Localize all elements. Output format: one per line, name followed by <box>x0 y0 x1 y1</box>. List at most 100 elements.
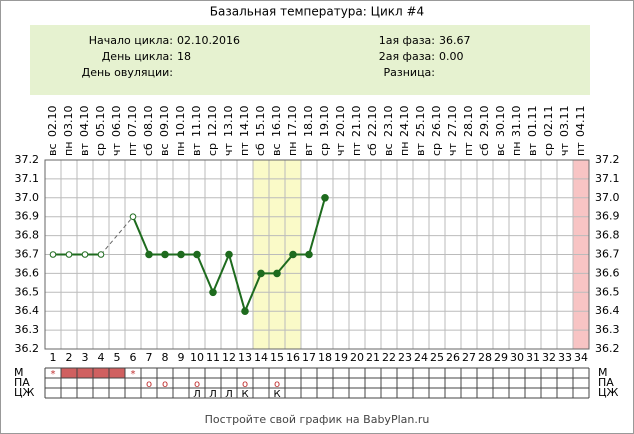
weekday: ср <box>430 143 443 156</box>
x-tick-label: 14 <box>254 351 268 364</box>
point <box>65 251 73 258</box>
date: 01.11 <box>526 106 539 138</box>
weekday: чт <box>558 143 571 156</box>
row-cell: Л <box>209 389 217 400</box>
row-cell: Л <box>225 389 233 400</box>
y-tick-label: 36.8 <box>15 229 40 242</box>
row-label: ПА <box>14 376 30 389</box>
x-tick-label: 15 <box>270 351 284 364</box>
point <box>209 288 217 297</box>
point <box>97 251 105 258</box>
date: 16.10 <box>270 106 283 138</box>
x-tick-label: 22 <box>382 351 396 364</box>
date: 11.10 <box>190 106 203 138</box>
weekday: пт <box>462 142 475 156</box>
weekday: ср <box>94 143 107 156</box>
weekday: вт <box>414 143 427 156</box>
x-tick-label: 3 <box>82 351 89 364</box>
row-cell: * <box>131 369 136 380</box>
x-tick-label: 17 <box>302 351 316 364</box>
weekday: пн <box>510 142 523 156</box>
date: 04.11 <box>574 106 587 138</box>
x-tick-label: 7 <box>146 351 153 364</box>
date: 24.10 <box>398 106 411 138</box>
row-label: ЦЖ <box>14 386 35 399</box>
date: 28.10 <box>462 106 475 138</box>
point <box>49 251 57 258</box>
y-tick-label-right: 36.8 <box>595 229 620 242</box>
x-tick-label: 2 <box>66 351 73 364</box>
x-tick-label: 1 <box>50 351 57 364</box>
weekday: пт <box>574 142 587 156</box>
weekday: ср <box>206 143 219 156</box>
row-fill <box>109 368 125 378</box>
x-tick-label: 16 <box>286 351 300 364</box>
y-tick-label-right: 36.4 <box>595 304 620 317</box>
row-cell: o <box>194 379 200 390</box>
weekday: пн <box>286 142 299 156</box>
x-tick-label: 13 <box>238 351 252 364</box>
date: 08.10 <box>142 106 155 138</box>
x-tick-label: 20 <box>350 351 364 364</box>
y-tick-label-right: 36.9 <box>595 210 620 223</box>
info-panel <box>30 25 590 95</box>
row-fill <box>61 368 77 378</box>
y-tick-label-right: 36.6 <box>595 266 620 279</box>
y-tick-label: 36.7 <box>15 248 40 261</box>
weekday: ср <box>318 143 331 156</box>
y-tick-label: 36.3 <box>15 323 40 336</box>
point <box>129 213 137 220</box>
point <box>289 250 297 259</box>
date: 02.10 <box>46 106 59 138</box>
weekday: сб <box>478 143 491 156</box>
point <box>305 250 313 259</box>
y-tick-label: 37.0 <box>15 191 40 204</box>
date: 06.10 <box>110 106 123 138</box>
date: 29.10 <box>478 106 491 138</box>
weekday: вт <box>78 143 91 156</box>
weekday: пт <box>238 142 251 156</box>
weekday: чт <box>110 143 123 156</box>
row-cell: К <box>241 389 248 400</box>
weekday: вс <box>158 143 171 156</box>
weekday: пт <box>126 142 139 156</box>
y-tick-label: 36.9 <box>15 210 40 223</box>
weekday: чт <box>334 143 347 156</box>
date: 23.10 <box>382 106 395 138</box>
x-tick-label: 18 <box>318 351 332 364</box>
point <box>321 194 329 202</box>
weekday: чт <box>222 143 235 156</box>
row-fill <box>93 368 109 378</box>
y-tick-label: 36.5 <box>15 285 40 298</box>
x-tick-label: 31 <box>526 351 540 364</box>
date: 18.10 <box>302 106 315 138</box>
weekday: пн <box>62 142 75 156</box>
date: 12.10 <box>206 106 219 138</box>
info-value: 36.67 <box>439 34 471 47</box>
info-label: 2ая фаза: <box>379 50 435 63</box>
date: 15.10 <box>254 106 267 138</box>
x-tick-label: 27 <box>462 351 476 364</box>
point <box>257 269 265 278</box>
point <box>145 250 153 259</box>
x-tick-label: 26 <box>446 351 460 364</box>
info-value: 18 <box>177 50 191 63</box>
point <box>177 250 185 259</box>
y-tick-label-right: 36.3 <box>595 323 620 336</box>
weekday: сб <box>142 143 155 156</box>
row-fill <box>77 368 93 378</box>
date: 30.10 <box>494 106 507 138</box>
y-tick-label: 37.2 <box>15 153 40 166</box>
x-tick-label: 5 <box>114 351 121 364</box>
y-tick-label: 37.1 <box>15 172 40 185</box>
info-value: 0.00 <box>439 50 464 63</box>
x-tick-label: 11 <box>206 351 220 364</box>
date: 13.10 <box>222 106 235 138</box>
point <box>81 251 89 258</box>
weekday: чт <box>446 143 459 156</box>
weekday: вс <box>382 143 395 156</box>
x-tick-label: 30 <box>510 351 524 364</box>
info-label: 1ая фаза: <box>379 34 435 47</box>
date: 31.10 <box>510 106 523 138</box>
